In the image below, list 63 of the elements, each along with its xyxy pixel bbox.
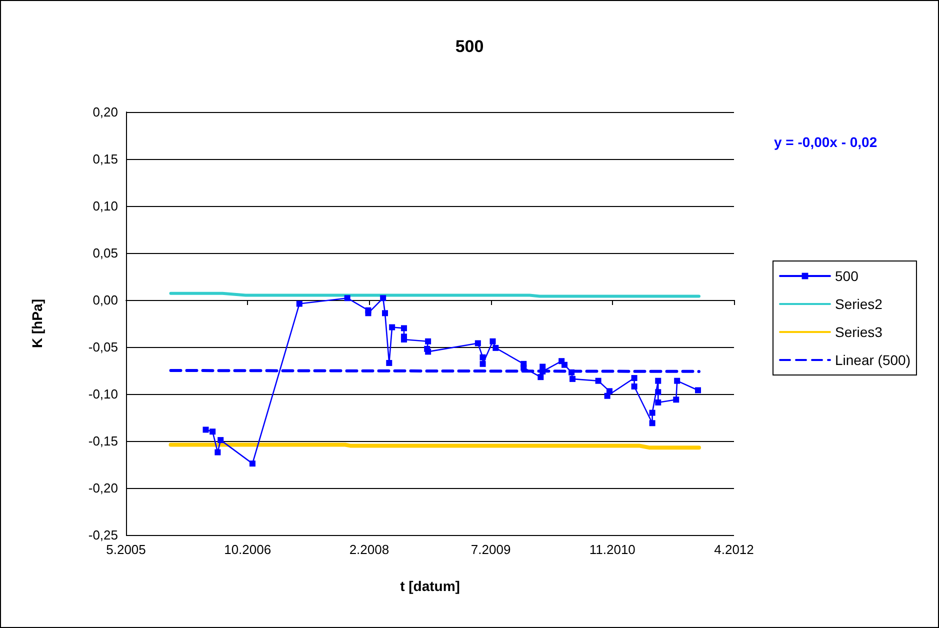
point bbox=[400, 336, 407, 342]
y-tick-label: -0,10 bbox=[88, 386, 118, 402]
point bbox=[655, 378, 662, 384]
y-tick-label: -0,20 bbox=[88, 480, 118, 496]
chart-title: 500 bbox=[455, 37, 484, 56]
point bbox=[595, 378, 602, 384]
point bbox=[631, 375, 638, 382]
point bbox=[400, 325, 407, 332]
point bbox=[492, 344, 499, 351]
y-tick-label: -0,15 bbox=[88, 434, 118, 448]
legend-label: 500 bbox=[835, 268, 859, 284]
point bbox=[655, 399, 662, 406]
point bbox=[425, 338, 432, 344]
point bbox=[249, 460, 256, 467]
point bbox=[561, 362, 568, 368]
point bbox=[380, 295, 386, 302]
point bbox=[474, 340, 481, 346]
y-tick-label: 0,10 bbox=[92, 198, 118, 214]
point bbox=[382, 310, 388, 316]
y-axis-title: K [hPa] bbox=[29, 299, 45, 348]
text: y = -0,00x - 0,02 bbox=[774, 134, 878, 150]
point bbox=[425, 348, 432, 355]
point bbox=[568, 369, 575, 376]
y-tick-label: 0,20 bbox=[92, 104, 118, 120]
y-tick-label: 0,15 bbox=[92, 152, 118, 166]
point bbox=[389, 324, 396, 330]
x-tick-label: 11.2010 bbox=[589, 542, 636, 557]
point bbox=[631, 383, 638, 390]
point bbox=[674, 378, 680, 384]
point bbox=[655, 389, 662, 396]
legend-label: Linear (500) bbox=[835, 352, 910, 368]
point bbox=[490, 338, 496, 344]
point bbox=[344, 295, 350, 302]
point bbox=[296, 300, 302, 307]
point bbox=[604, 392, 610, 399]
x-tick-label: 5.2005 bbox=[106, 542, 146, 557]
x-tick-label: 10.2006 bbox=[224, 542, 272, 557]
y-tick-label: -0,25 bbox=[88, 528, 118, 542]
x-tick-label: 2.2008 bbox=[349, 542, 390, 557]
point bbox=[540, 368, 546, 374]
x-axis-title: t [datum] bbox=[400, 578, 460, 594]
point bbox=[480, 354, 486, 360]
y-tick-label: 0,05 bbox=[92, 246, 118, 260]
point bbox=[538, 374, 544, 380]
point bbox=[210, 428, 216, 435]
y-tick-label: 0,00 bbox=[92, 292, 118, 308]
point bbox=[570, 376, 576, 382]
point bbox=[218, 437, 224, 444]
legend-label: Series2 bbox=[835, 296, 883, 312]
point bbox=[202, 426, 209, 433]
point bbox=[214, 449, 221, 456]
point bbox=[480, 360, 486, 367]
point bbox=[649, 420, 656, 426]
point bbox=[386, 360, 392, 366]
point bbox=[365, 310, 372, 316]
point bbox=[649, 410, 656, 416]
x-tick-label: 4.2012 bbox=[714, 542, 754, 557]
legend-label: Series3 bbox=[835, 324, 883, 340]
point bbox=[520, 364, 527, 371]
x-tick-label: 7.2009 bbox=[470, 542, 511, 557]
point bbox=[673, 396, 680, 403]
y-tick-label: -0,05 bbox=[88, 340, 118, 354]
point bbox=[695, 387, 702, 394]
